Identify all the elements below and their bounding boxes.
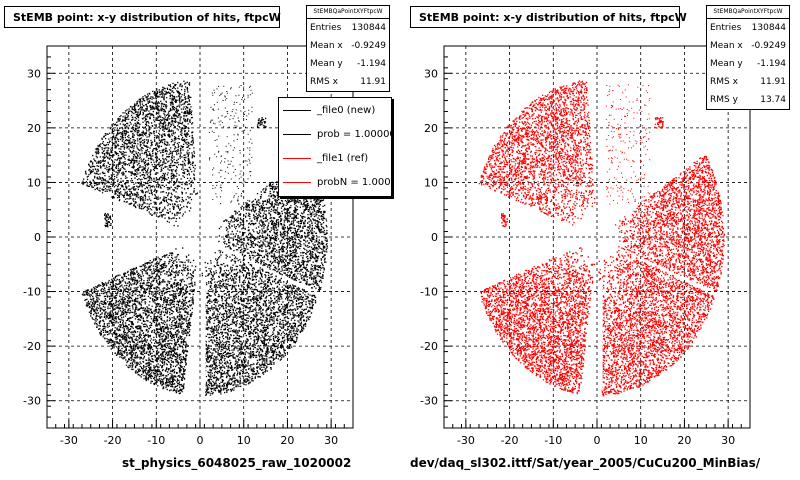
right-stats-row: Entries 130844 bbox=[707, 19, 789, 37]
stats-label: Mean y bbox=[710, 59, 743, 69]
y-tick-label: 20 bbox=[27, 122, 41, 135]
stats-value: 11.91 bbox=[760, 77, 786, 87]
left-stats-row: RMS x 11.91 bbox=[307, 73, 389, 91]
y-tick-label: 0 bbox=[34, 231, 41, 244]
stats-value: 130844 bbox=[351, 23, 386, 33]
x-tick-label: -10 bbox=[147, 434, 165, 447]
x-tick-label: 0 bbox=[594, 434, 601, 447]
y-tick-label: 30 bbox=[424, 67, 438, 80]
x-tick-label: 10 bbox=[237, 434, 251, 447]
x-tick-label: -10 bbox=[544, 434, 562, 447]
y-tick-label: -20 bbox=[23, 340, 41, 353]
left-stats-row: Entries 130844 bbox=[307, 19, 389, 37]
left-stats-box: StEMBQaPointXYFtpcW Entries 130844 Mean x… bbox=[306, 5, 390, 92]
left-stats-row: Mean y -1.194 bbox=[307, 55, 389, 73]
x-tick-label: 30 bbox=[721, 434, 735, 447]
legend-label: _file1 (ref) bbox=[317, 152, 369, 164]
legend-box: _file0 (new) prob = 1.000000 _file1 (ref… bbox=[278, 97, 392, 197]
x-tick-label: -30 bbox=[60, 434, 78, 447]
y-tick-label: 0 bbox=[431, 231, 438, 244]
legend-line bbox=[283, 109, 311, 111]
legend-entry: _file0 (new) bbox=[279, 98, 391, 122]
right-scatter-plot: -30 -20 -10 0 10 20 30 -30 -20 -10 0 10 20 30 bbox=[420, 45, 751, 447]
stats-value: -1.194 bbox=[756, 59, 786, 69]
right-stats-name: StEMBQaPointXYFtpcW bbox=[707, 6, 789, 19]
y-tick-label: -30 bbox=[23, 395, 41, 408]
stats-label: Mean x bbox=[310, 41, 343, 51]
x-tick-label: 20 bbox=[280, 434, 294, 447]
right-stats-row: RMS x 11.91 bbox=[707, 73, 789, 91]
x-tick-label: 10 bbox=[634, 434, 648, 447]
hit-points bbox=[478, 80, 725, 397]
x-tick-label: -20 bbox=[104, 434, 122, 447]
legend-entry: _file1 (ref) bbox=[279, 146, 391, 170]
right-stats-row: Mean x -0.9249 bbox=[707, 37, 789, 55]
y-tick-label: -20 bbox=[420, 340, 438, 353]
stats-label: Mean y bbox=[310, 59, 343, 69]
stats-value: 130844 bbox=[751, 23, 786, 33]
left-stats-row: Mean x -0.9249 bbox=[307, 37, 389, 55]
right-stats-box: StEMBQaPointXYFtpcW Entries 130844 Mean x… bbox=[706, 5, 790, 110]
left-stats-name: StEMBQaPointXYFtpcW bbox=[307, 6, 389, 19]
stats-label: Entries bbox=[310, 23, 342, 33]
legend-line bbox=[283, 181, 311, 183]
y-tick-label: 10 bbox=[27, 176, 41, 189]
x-tick-label: 30 bbox=[324, 434, 338, 447]
right-stats-row: Mean y -1.194 bbox=[707, 55, 789, 73]
right-stats-row: RMS y 13.74 bbox=[707, 91, 789, 109]
hit-point-cloud bbox=[81, 80, 328, 396]
stats-value: 13.74 bbox=[760, 95, 786, 105]
legend-label: prob = 1.000000 bbox=[317, 128, 391, 140]
y-tick-label: 20 bbox=[424, 122, 438, 135]
y-tick-label: 30 bbox=[27, 67, 41, 80]
stats-label: RMS x bbox=[710, 77, 738, 87]
legend-entry: prob = 1.000000 bbox=[279, 122, 391, 146]
legend-label: probN = 1.000000 bbox=[317, 176, 391, 188]
sector-gap bbox=[201, 280, 206, 390]
hit-points bbox=[81, 80, 328, 396]
stats-label: Mean x bbox=[710, 41, 743, 51]
legend-line bbox=[283, 157, 311, 159]
legend-entry: probN = 1.000000 bbox=[279, 170, 391, 194]
stats-value: 11.91 bbox=[360, 77, 386, 87]
y-tick-label: -30 bbox=[420, 395, 438, 408]
right-chart-panel: -30 -20 -10 0 10 20 30 -30 -20 -10 0 10 20 30 StEMB p… bbox=[398, 0, 798, 480]
sector-gap bbox=[598, 280, 603, 390]
y-tick-label: -10 bbox=[420, 286, 438, 299]
stats-value: -0.9249 bbox=[351, 41, 386, 51]
legend-line bbox=[283, 133, 311, 135]
stats-label: RMS y bbox=[710, 95, 738, 105]
right-chart-title: StEMB point: x-y distribution of hits, f… bbox=[410, 6, 687, 28]
x-tick-label: 20 bbox=[677, 434, 691, 447]
stats-label: RMS x bbox=[310, 77, 338, 87]
x-tick-label: -30 bbox=[457, 434, 475, 447]
left-chart-title: StEMB point: x-y distribution of hits, f… bbox=[4, 6, 281, 28]
hit-point-cloud bbox=[478, 80, 725, 397]
y-tick-label: 10 bbox=[424, 176, 438, 189]
legend-label: _file0 (new) bbox=[317, 104, 376, 116]
stats-value: -0.9249 bbox=[751, 41, 786, 51]
x-tick-label: -20 bbox=[501, 434, 519, 447]
right-x-axis-label: dev/daq_sl302.ittf/Sat/year_2005/CuCu200… bbox=[410, 456, 761, 470]
x-tick-label: 0 bbox=[197, 434, 204, 447]
stats-value: -1.194 bbox=[356, 59, 386, 69]
left-x-axis-label: st_physics_6048025_raw_1020002 bbox=[122, 456, 352, 470]
stats-label: Entries bbox=[710, 23, 742, 33]
y-tick-label: -10 bbox=[23, 286, 41, 299]
left-chart-panel: -30 -20 -10 0 10 20 30 -30 -20 -10 0 10 20 30 StEMB p… bbox=[4, 5, 392, 470]
